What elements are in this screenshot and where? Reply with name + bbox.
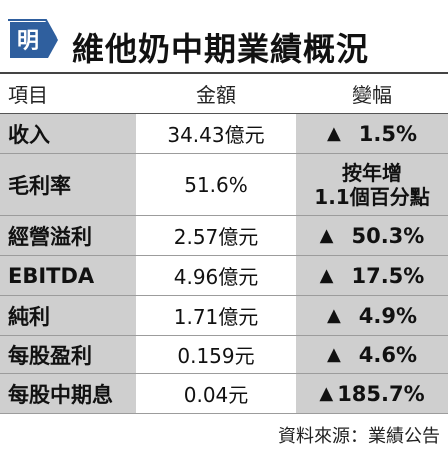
up-arrow-icon: ▲ <box>319 265 334 286</box>
row-item: 每股中期息 <box>0 374 136 413</box>
up-arrow-icon: ▲ <box>326 123 341 144</box>
change-value: 4.6% <box>358 342 418 367</box>
row-amount: 1.71億元 <box>173 305 259 329</box>
row-amount: 2.57億元 <box>173 225 259 249</box>
up-arrow-icon: ▲ <box>326 344 341 365</box>
row-change: ▲ 4.9% <box>296 296 448 335</box>
column-header-change: 變幅 <box>352 83 392 107</box>
change-value: 17.5% <box>351 263 425 288</box>
row-item: EBITDA <box>0 256 136 295</box>
up-arrow-icon: ▲ <box>319 225 334 246</box>
row-item: 經營溢利 <box>0 216 136 255</box>
row-change: ▲ 50.3% <box>296 216 448 255</box>
change-value: 185.7% <box>337 381 425 406</box>
results-table: 項目 金額 變幅 收入 34.43億元 ▲ 1.5% 毛利率 51.6% 按年增… <box>0 72 448 414</box>
source-note: 資料來源：業績公告 <box>278 426 440 447</box>
change-note-line-2: 1.1個百分點 <box>314 184 430 209</box>
table-row: 每股盈利 0.159元 ▲ 4.6% <box>0 336 448 374</box>
row-change: ▲ 17.5% <box>296 256 448 295</box>
row-amount: 51.6% <box>184 172 248 197</box>
up-arrow-icon: ▲ <box>326 305 341 326</box>
up-arrow-icon: ▲ <box>319 383 334 404</box>
change-value: 1.5% <box>358 121 418 146</box>
table-header-row: 項目 金額 變幅 <box>0 74 448 114</box>
row-change: 按年增 1.1個百分點 <box>296 154 448 215</box>
table-row: 經營溢利 2.57億元 ▲ 50.3% <box>0 216 448 256</box>
column-header-amount: 金額 <box>196 83 236 107</box>
row-change: ▲ 185.7% <box>296 374 448 413</box>
table-row: 純利 1.71億元 ▲ 4.9% <box>0 296 448 336</box>
title-bar: 明 維他奶中期業績概況 <box>0 0 448 72</box>
row-amount: 34.43億元 <box>167 123 265 147</box>
row-item: 收入 <box>0 114 136 153</box>
change-note: 按年增 1.1個百分點 <box>314 161 429 209</box>
row-item: 每股盈利 <box>0 336 136 373</box>
top-divider <box>0 72 448 74</box>
table-row: 收入 34.43億元 ▲ 1.5% <box>0 114 448 154</box>
row-amount: 0.04元 <box>183 383 249 407</box>
change-value: 50.3% <box>351 223 425 248</box>
row-amount: 0.159元 <box>177 344 255 368</box>
row-amount: 4.96億元 <box>173 265 259 289</box>
table-row: EBITDA 4.96億元 ▲ 17.5% <box>0 256 448 296</box>
page-title: 維他奶中期業績概況 <box>72 30 370 68</box>
change-value: 4.9% <box>358 303 418 328</box>
row-item: 毛利率 <box>0 154 136 215</box>
row-item: 純利 <box>0 296 136 335</box>
change-note-line-1: 按年增 <box>342 160 402 185</box>
table-row: 每股中期息 0.04元 ▲ 185.7% <box>0 374 448 414</box>
table-row: 毛利率 51.6% 按年增 1.1個百分點 <box>0 154 448 216</box>
column-header-item: 項目 <box>8 83 48 107</box>
row-change: ▲ 1.5% <box>296 114 448 153</box>
logo-badge-icon: 明 <box>8 19 58 58</box>
row-change: ▲ 4.6% <box>296 336 448 373</box>
newspaper-logo: 明 <box>6 18 60 62</box>
logo-char: 明 <box>17 29 39 54</box>
